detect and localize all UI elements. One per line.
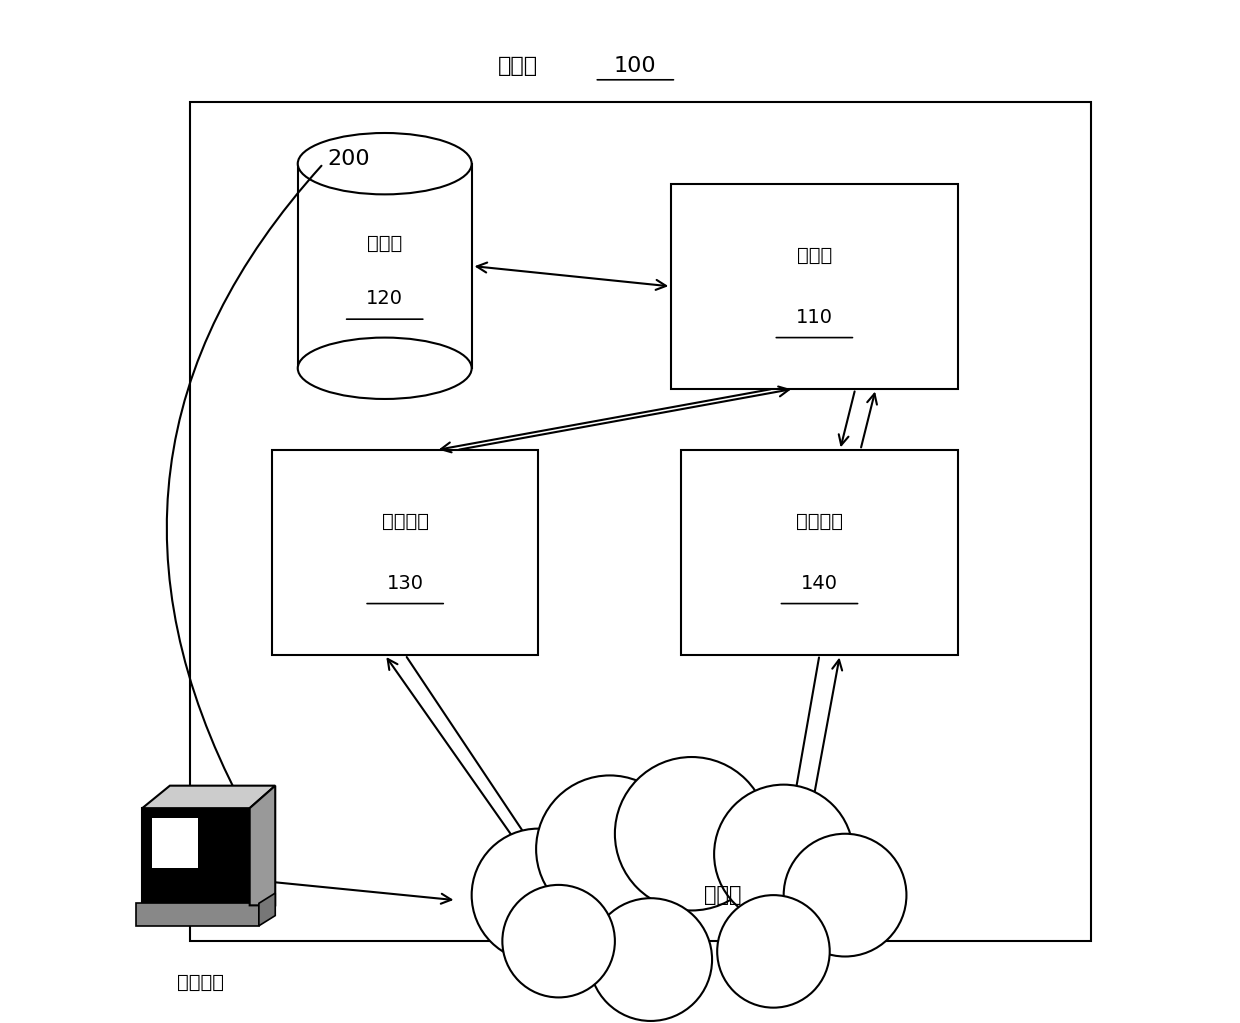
Circle shape: [589, 898, 712, 1021]
Circle shape: [536, 775, 683, 923]
Text: 140: 140: [801, 574, 838, 592]
Circle shape: [502, 885, 615, 997]
Circle shape: [714, 785, 853, 924]
Text: 处理器: 处理器: [797, 247, 832, 265]
Ellipse shape: [298, 338, 471, 399]
Text: 输出设备: 输出设备: [796, 513, 843, 531]
Polygon shape: [143, 786, 275, 808]
Text: 输入设备: 输入设备: [382, 513, 429, 531]
FancyBboxPatch shape: [273, 450, 538, 655]
FancyBboxPatch shape: [671, 184, 957, 389]
Circle shape: [717, 895, 830, 1008]
Text: 终端设备: 终端设备: [177, 973, 224, 991]
Text: 120: 120: [366, 290, 403, 308]
Ellipse shape: [298, 133, 471, 194]
FancyBboxPatch shape: [143, 808, 249, 905]
Text: 110: 110: [796, 308, 833, 326]
Text: 服务器: 服务器: [497, 56, 538, 77]
FancyBboxPatch shape: [153, 818, 197, 868]
Circle shape: [615, 757, 769, 910]
Circle shape: [471, 829, 605, 962]
Text: 100: 100: [614, 56, 657, 77]
Text: 存储器: 存储器: [367, 234, 402, 253]
Circle shape: [784, 834, 906, 957]
Text: 200: 200: [327, 148, 371, 169]
FancyBboxPatch shape: [136, 903, 259, 926]
Text: 130: 130: [387, 574, 424, 592]
FancyBboxPatch shape: [298, 164, 471, 368]
Text: 互联网: 互联网: [703, 885, 742, 905]
FancyBboxPatch shape: [191, 102, 1091, 941]
Polygon shape: [259, 893, 275, 926]
Polygon shape: [249, 786, 275, 905]
FancyBboxPatch shape: [682, 450, 957, 655]
